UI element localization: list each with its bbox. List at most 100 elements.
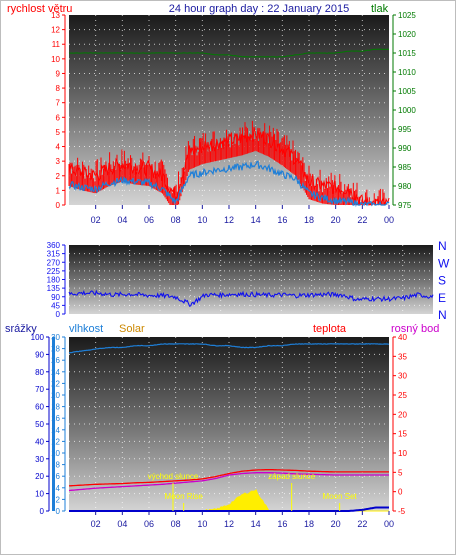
- humidity-tick-label: 0: [56, 507, 61, 516]
- humidity-tick-label: 10: [51, 449, 60, 458]
- graph-title: 24 hour graph day : 22 January 2015: [169, 3, 349, 15]
- time-tick-label: 02: [91, 215, 101, 225]
- time-tick-label: 12: [224, 519, 234, 529]
- humidity-tick-label: 26: [51, 356, 60, 365]
- rain-axis-label: srážky: [5, 323, 37, 335]
- time-tick-label: 20: [331, 215, 341, 225]
- direction-tick-label: 180: [47, 276, 61, 285]
- rain-tick-label: 50: [35, 420, 44, 429]
- temperature-tick-label: 10: [398, 449, 407, 458]
- wind-tick-label: 12: [51, 26, 60, 35]
- rain-tick-label: 20: [35, 472, 44, 481]
- pressure-tick-label: 1020: [398, 30, 416, 39]
- wind-tick-label: 0: [56, 201, 61, 210]
- humidity-tick-label: 14: [51, 426, 60, 435]
- compass-label: E: [438, 291, 446, 305]
- time-tick-label: 02: [91, 519, 101, 529]
- rain-tick-label: 60: [35, 403, 44, 412]
- time-tick-label: 20: [331, 519, 341, 529]
- temperature-tick-label: 30: [398, 372, 407, 381]
- humidity-tick-label: 22: [51, 379, 60, 388]
- humidity-tick-label: 24: [51, 368, 60, 377]
- rain-tick-label: 70: [35, 385, 44, 394]
- direction-tick-label: 90: [51, 293, 60, 302]
- direction-tick-label: 270: [47, 258, 61, 267]
- humidity-tick-label: 28: [51, 345, 60, 354]
- rain-tick-label: 10: [35, 490, 44, 499]
- wind-tick-label: 3: [56, 157, 61, 166]
- wind-tick-label: 5: [56, 128, 61, 137]
- time-tick-label: 18: [304, 215, 314, 225]
- humidity-tick-label: 18: [51, 403, 60, 412]
- time-tick-label: 12: [224, 215, 234, 225]
- time-tick-label: 00: [384, 215, 394, 225]
- direction-panel-grid: [69, 245, 433, 314]
- time-tick-label: 10: [197, 215, 207, 225]
- direction-tick-label: 360: [47, 241, 61, 250]
- pressure-line: [68, 48, 389, 58]
- humidity-tick-label: 6: [56, 472, 61, 481]
- pressure-tick-label: 1025: [398, 11, 416, 20]
- time-tick-label: 08: [171, 215, 181, 225]
- wind-panel-ticks: 0123456789101112139759809859909951000100…: [51, 11, 416, 210]
- wind-tick-label: 11: [52, 40, 61, 49]
- time-tick-label: 22: [357, 519, 367, 529]
- humidity-line: [68, 343, 389, 354]
- rain-tick-label: 80: [35, 368, 44, 377]
- dewpoint-line: [68, 472, 389, 492]
- time-tick-label: 08: [171, 519, 181, 529]
- marker-label: východ slunce: [148, 472, 199, 481]
- pressure-tick-label: 1015: [398, 49, 416, 58]
- direction-tick-label: 0: [56, 310, 61, 319]
- pressure-tick-label: 985: [398, 163, 412, 172]
- wind-tick-label: 1: [56, 186, 61, 195]
- compass-label: W: [438, 256, 450, 270]
- compass-label: N: [438, 308, 447, 322]
- rain-tick-label: 90: [35, 350, 44, 359]
- rain-tick-label: 100: [31, 333, 45, 342]
- time-tick-label: 06: [144, 519, 154, 529]
- time-axis-ticks: 02 04 06 08 10 12 14 16 18 20 22 00 02 04 06 08 10 12 14 16…: [91, 205, 394, 529]
- solar-axis-label: Solar: [119, 323, 145, 335]
- time-tick-label: 10: [197, 519, 207, 529]
- temperature-line: [68, 468, 389, 487]
- marker-label: západ slunce: [268, 472, 316, 481]
- pressure-tick-label: 990: [398, 144, 412, 153]
- pressure-tick-label: 975: [398, 201, 412, 210]
- temperature-tick-label: 35: [398, 352, 407, 361]
- temperature-axis-label: teplota: [313, 323, 347, 335]
- humidity-tick-label: 4: [56, 484, 61, 493]
- wind-average-line: [68, 160, 390, 208]
- time-tick-label: 14: [251, 519, 261, 529]
- humidity-tick-label: 30: [51, 333, 60, 342]
- wind-series-group: [68, 48, 390, 208]
- pressure-tick-label: 1010: [398, 68, 416, 77]
- temperature-tick-label: 5: [398, 468, 403, 477]
- rain-tick-label: 30: [35, 455, 44, 464]
- wind-panel-grid: [69, 15, 389, 205]
- wind-tick-label: 2: [56, 172, 61, 181]
- pressure-axis-label: tlak: [371, 3, 389, 15]
- wind-tick-label: 9: [56, 69, 61, 78]
- wind-axis-label: rychlost větru: [7, 3, 72, 15]
- marker-label: Moon Rise: [165, 492, 204, 501]
- time-tick-label: 18: [304, 519, 314, 529]
- compass-label: N: [438, 239, 447, 253]
- wind-tick-label: 13: [51, 11, 60, 20]
- time-tick-label: 00: [384, 519, 394, 529]
- humidity-tick-label: 16: [51, 414, 60, 423]
- wind-tick-label: 7: [56, 99, 61, 108]
- compass-label: S: [438, 274, 446, 288]
- time-tick-label: 16: [277, 519, 287, 529]
- time-tick-label: 14: [251, 215, 261, 225]
- wind-tick-label: 6: [56, 113, 61, 122]
- pressure-tick-label: 1005: [398, 87, 416, 96]
- humidity-tick-label: 12: [51, 437, 60, 446]
- humidity-tick-label: 20: [51, 391, 60, 400]
- time-tick-label: 22: [357, 215, 367, 225]
- time-tick-label: 04: [117, 519, 127, 529]
- direction-tick-label: 135: [47, 284, 61, 293]
- humidity-axis-label: vlhkost: [69, 323, 103, 335]
- temperature-tick-label: 25: [398, 391, 407, 400]
